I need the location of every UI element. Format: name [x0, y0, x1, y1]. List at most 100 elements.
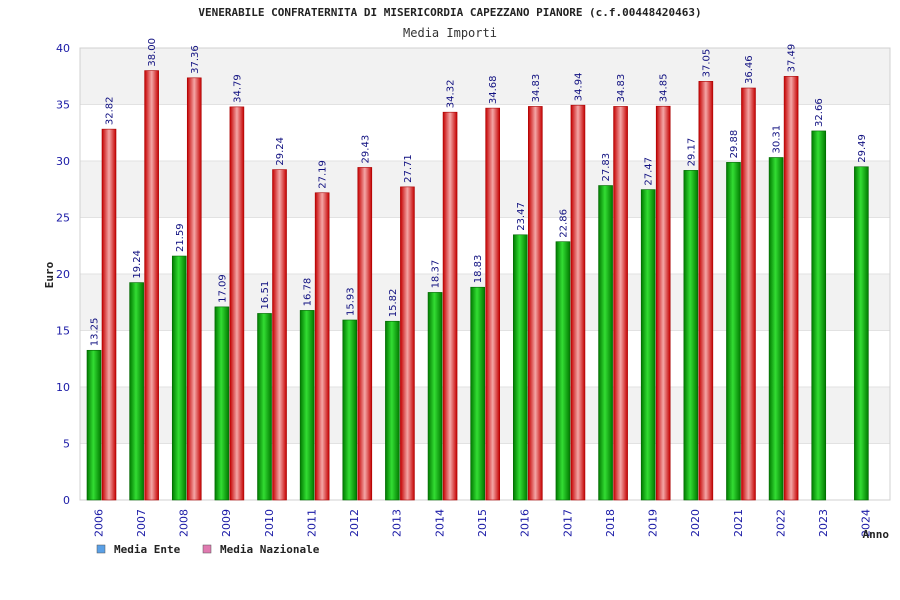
- bar-media-nazionale-2020: [698, 81, 714, 501]
- bar-media-nazionale-2008: [186, 77, 202, 501]
- bar-media-ente-2012: [342, 319, 358, 501]
- y-tick-label: 15: [56, 325, 70, 338]
- value-label: 30.31: [772, 125, 783, 154]
- value-label: 15.93: [345, 287, 356, 316]
- bar-media-ente-2017: [555, 241, 571, 501]
- value-label: 23.47: [516, 202, 527, 231]
- value-label: 34.79: [232, 74, 243, 103]
- x-tick-label: 2006: [92, 509, 105, 537]
- bar-media-nazionale-2022: [783, 76, 799, 501]
- x-tick-label: 2009: [220, 509, 233, 537]
- value-label: 21.59: [175, 223, 186, 252]
- value-label: 34.85: [659, 74, 670, 103]
- bar-media-nazionale-2010: [272, 169, 287, 501]
- value-label: 37.36: [190, 45, 201, 74]
- value-label: 32.66: [814, 98, 825, 127]
- bar-media-nazionale-2015: [485, 107, 500, 501]
- bar-media-ente-2015: [470, 286, 485, 501]
- y-tick-label: 25: [56, 212, 70, 225]
- bar-media-nazionale-2007: [144, 70, 159, 501]
- value-label: 38.00: [147, 38, 158, 67]
- x-tick-label: 2022: [774, 509, 787, 537]
- value-label: 16.78: [303, 278, 314, 307]
- bar-media-ente-2011: [299, 310, 315, 501]
- value-label: 34.83: [616, 74, 627, 103]
- x-tick-label: 2023: [817, 509, 830, 537]
- value-label: 27.71: [403, 154, 414, 183]
- value-label: 18.37: [431, 260, 442, 289]
- legend-swatch-media-nazionale: [202, 544, 212, 554]
- x-tick-label: 2017: [561, 509, 574, 537]
- x-tick-label: 2013: [391, 509, 404, 537]
- plot-frame: [79, 47, 891, 501]
- value-label: 29.49: [857, 134, 868, 163]
- bar-media-ente-2007: [129, 282, 144, 501]
- value-label: 16.51: [260, 281, 271, 310]
- y-tick-label: 20: [56, 268, 70, 281]
- bar-media-nazionale-2006: [101, 128, 117, 501]
- bar-media-ente-2024: [854, 166, 869, 501]
- value-label: 29.24: [275, 137, 286, 166]
- bar-media-nazionale-2013: [400, 186, 415, 501]
- y-tick-label: 0: [63, 494, 70, 507]
- bars: [86, 70, 869, 501]
- chart-subtitle: Media Importi: [403, 26, 497, 40]
- x-tick-label: 2008: [178, 509, 191, 537]
- x-tick-label: 2014: [433, 509, 446, 537]
- value-label: 22.86: [558, 209, 569, 238]
- x-axis-label: Anno: [863, 528, 890, 541]
- value-label: 34.32: [446, 80, 457, 109]
- value-label: 37.05: [701, 49, 712, 78]
- x-tick-label: 2016: [519, 509, 532, 537]
- x-tick-label: 2019: [647, 509, 660, 537]
- bar-media-ente-2009: [214, 306, 230, 501]
- value-label: 27.83: [601, 153, 612, 182]
- value-label: 36.46: [744, 55, 755, 84]
- bar-media-ente-2016: [513, 234, 528, 501]
- y-tick-label: 10: [56, 381, 70, 394]
- bar-media-ente-2014: [427, 292, 443, 501]
- bar-media-ente-2008: [171, 255, 187, 501]
- value-label: 29.88: [729, 130, 740, 159]
- x-tick-label: 2010: [263, 509, 276, 537]
- bar-media-ente-2022: [768, 157, 784, 501]
- y-tick-label: 30: [56, 155, 70, 168]
- legend-label-media-ente: Media Ente: [114, 543, 181, 556]
- value-label: 34.83: [531, 74, 542, 103]
- legend-label-media-nazionale: Media Nazionale: [220, 543, 320, 556]
- x-tick-label: 2024: [860, 509, 873, 537]
- x-tick-label: 2021: [732, 509, 745, 537]
- value-label: 19.24: [132, 250, 143, 279]
- value-label: 29.17: [686, 138, 697, 167]
- value-label: 17.09: [217, 274, 228, 303]
- bar-media-ente-2018: [598, 185, 613, 501]
- bar-media-ente-2023: [811, 130, 827, 501]
- bar-media-nazionale-2018: [613, 106, 628, 501]
- value-label: 27.19: [318, 160, 329, 189]
- bar-media-ente-2021: [726, 162, 741, 501]
- legend: Media Ente Media Nazionale: [96, 543, 320, 556]
- bar-media-nazionale-2019: [655, 105, 671, 501]
- x-tick-label: 2011: [305, 509, 318, 537]
- value-label: 34.94: [573, 73, 584, 102]
- bar-media-nazionale-2014: [442, 111, 458, 501]
- chart-title: VENERABILE CONFRATERNITA DI MISERICORDIA…: [198, 6, 701, 19]
- x-tick-label: 2020: [689, 509, 702, 537]
- x-tick-label: 2015: [476, 509, 489, 537]
- y-axis-ticks: 0 5 10 15 20 25 30 35 40: [56, 42, 70, 507]
- x-tick-label: 2012: [348, 509, 361, 537]
- value-label: 37.49: [787, 44, 798, 73]
- legend-swatch-media-ente: [96, 544, 106, 554]
- bar-media-nazionale-2017: [570, 104, 586, 501]
- x-tick-label: 2018: [604, 509, 617, 537]
- x-tick-label: 2007: [135, 509, 148, 537]
- value-label: 15.82: [388, 289, 399, 318]
- value-label: 13.25: [90, 318, 101, 347]
- bar-media-ente-2006: [86, 349, 102, 501]
- y-axis-label: Euro: [43, 261, 56, 288]
- bar-media-ente-2020: [683, 170, 699, 501]
- bar-media-nazionale-2012: [357, 167, 373, 501]
- bar-media-ente-2019: [640, 189, 656, 501]
- value-label: 18.83: [473, 255, 484, 284]
